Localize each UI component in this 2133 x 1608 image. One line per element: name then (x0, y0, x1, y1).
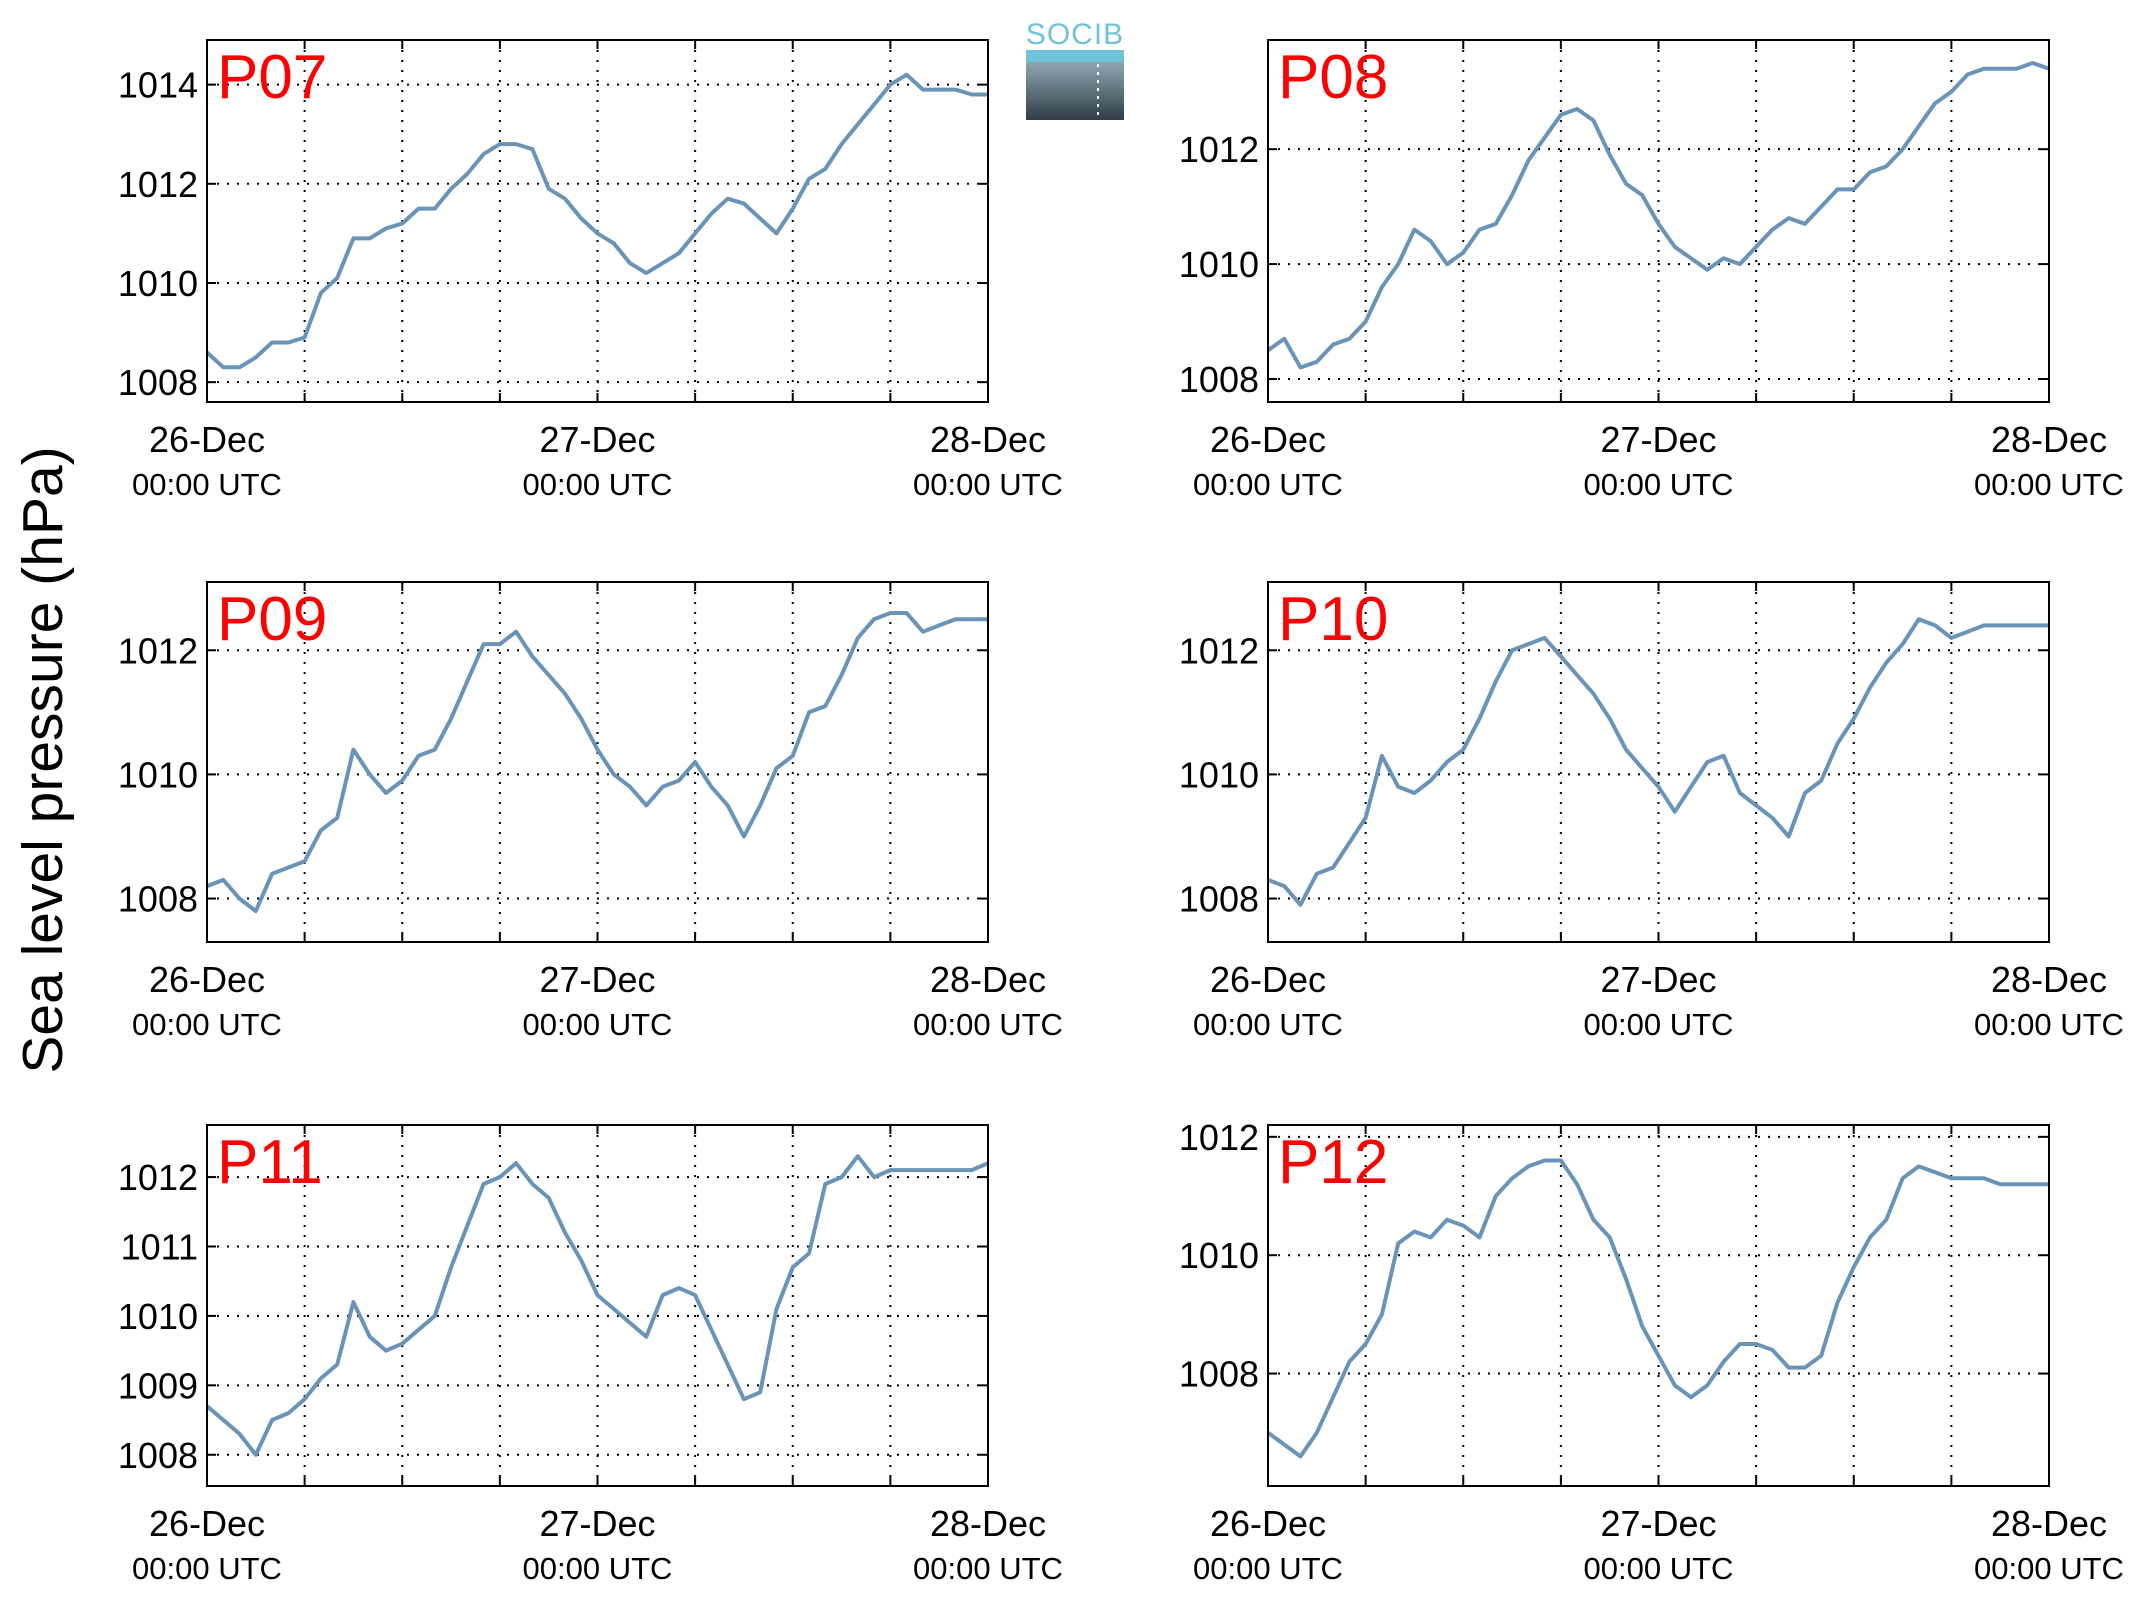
socib-logo: SOCIB (1026, 18, 1124, 120)
x-tick-label-time: 00:00 UTC (1974, 1551, 2124, 1586)
y-tick-label: 1014 (118, 65, 198, 106)
series-line-p12 (1266, 1158, 2049, 1459)
x-tick-label-date: 26-Dec (1210, 419, 1326, 460)
y-tick-label: 1008 (118, 879, 198, 920)
x-tick-label-time: 00:00 UTC (1584, 467, 1734, 502)
y-tick-label: 1008 (118, 1435, 198, 1476)
series-line-p11 (205, 1154, 989, 1457)
y-tick-label: 1009 (118, 1365, 198, 1406)
y-tick-label: 1008 (1179, 359, 1259, 400)
x-tick-label-time: 00:00 UTC (132, 467, 282, 502)
panel-label-p11: P11 (217, 1128, 323, 1197)
series-line-p08 (1266, 61, 2050, 370)
x-tick-label-date: 26-Dec (149, 1503, 265, 1544)
chart-panel-p12: 1008 1010 1012 26-Dec 00:00 UTC 27-Dec 00:00 U… (1179, 1117, 2124, 1586)
logo-wave (1026, 50, 1124, 62)
panel-label-p10: P10 (1278, 585, 1388, 654)
y-tick-label: 1008 (118, 362, 198, 403)
x-tick-label-date: 26-Dec (1210, 959, 1326, 1000)
chart-panel-p07: 1008 1010 1012 1014 26-Dec 00:00 UTC 27-Dec 00:… (118, 39, 1063, 502)
x-tick-label-time: 00:00 UTC (1974, 1007, 2124, 1042)
x-tick-label-date: 26-Dec (1210, 1503, 1326, 1544)
x-tick-label-time: 00:00 UTC (913, 467, 1063, 502)
x-tick-label-time: 00:00 UTC (1193, 1551, 1343, 1586)
panel-label-p08: P08 (1278, 43, 1388, 112)
x-tick-label-date: 28-Dec (1991, 419, 2107, 460)
y-tick-label: 1012 (1179, 129, 1259, 170)
y-tick-label: 1012 (118, 630, 198, 671)
x-tick-label-time: 00:00 UTC (132, 1007, 282, 1042)
x-tick-label-date: 27-Dec (539, 1503, 655, 1544)
y-tick-label: 1012 (118, 1157, 198, 1198)
series-line-p10 (1267, 617, 2049, 907)
x-tick-label-time: 00:00 UTC (523, 1007, 673, 1042)
y-tick-label: 1008 (1179, 879, 1259, 920)
series-line-p07 (205, 72, 988, 370)
x-tick-label-date: 27-Dec (1600, 959, 1716, 1000)
x-tick-label-date: 28-Dec (930, 959, 1046, 1000)
x-tick-label-date: 26-Dec (149, 959, 265, 1000)
x-tick-label-date: 27-Dec (539, 959, 655, 1000)
x-tick-label-time: 00:00 UTC (1974, 467, 2124, 502)
x-tick-label-time: 00:00 UTC (1584, 1007, 1734, 1042)
x-tick-label-time: 00:00 UTC (1584, 1551, 1734, 1586)
y-tick-label: 1010 (118, 1296, 198, 1337)
x-tick-label-date: 28-Dec (1991, 1503, 2107, 1544)
panel-label-p12: P12 (1278, 1128, 1388, 1197)
x-tick-label-date: 28-Dec (1991, 959, 2107, 1000)
panel-label-p07: P07 (217, 43, 327, 112)
x-tick-label-date: 27-Dec (539, 419, 655, 460)
x-tick-label-time: 00:00 UTC (913, 1551, 1063, 1586)
x-tick-label-date: 26-Dec (149, 419, 265, 460)
x-tick-label-time: 00:00 UTC (132, 1551, 282, 1586)
x-tick-label-time: 00:00 UTC (523, 1551, 673, 1586)
y-tick-label: 1011 (121, 1226, 198, 1267)
x-tick-label-date: 27-Dec (1600, 419, 1716, 460)
y-tick-label: 1010 (1179, 754, 1259, 795)
y-tick-label: 1008 (1179, 1354, 1259, 1395)
chart-panel-p08: 1008 1010 1012 26-Dec 00:00 UTC 27-Dec 00:00 U… (1179, 39, 2124, 502)
y-tick-label: 1012 (118, 164, 198, 205)
x-tick-label-time: 00:00 UTC (523, 467, 673, 502)
y-tick-label: 1010 (118, 754, 198, 795)
logo-text: SOCIB (1026, 18, 1124, 51)
y-tick-label: 1012 (1179, 1117, 1259, 1158)
panel-label-p09: P09 (217, 585, 327, 654)
x-tick-label-time: 00:00 UTC (1193, 467, 1343, 502)
chart-panel-p10: 1008 1010 1012 26-Dec 00:00 UTC 27-Dec 00:00 U… (1179, 581, 2124, 1042)
chart-panel-p11: 1008 1009 1010 1011 1012 26-Dec 00:00 UTC 27-De… (118, 1124, 1063, 1586)
x-tick-label-time: 00:00 UTC (913, 1007, 1063, 1042)
y-tick-label: 1010 (1179, 1235, 1259, 1276)
logo-block (1026, 62, 1124, 120)
x-tick-label-date: 28-Dec (930, 1503, 1046, 1544)
x-tick-label-date: 27-Dec (1600, 1503, 1716, 1544)
chart-panel-p09: 1008 1010 1012 26-Dec 00:00 UTC 27-Dec 00:00 U… (118, 581, 1063, 1042)
series-line-p09 (206, 611, 988, 913)
panels: 1008 1010 1012 1014 26-Dec 00:00 UTC 27-Dec 00:… (118, 39, 2124, 1586)
x-tick-label-time: 00:00 UTC (1193, 1007, 1343, 1042)
y-tick-label: 1012 (1179, 630, 1259, 671)
y-tick-label: 1010 (1179, 244, 1259, 285)
y-axis-label: Sea level pressure (hPa) (11, 446, 75, 1073)
x-tick-label-date: 28-Dec (930, 419, 1046, 460)
y-tick-label: 1010 (118, 263, 198, 304)
